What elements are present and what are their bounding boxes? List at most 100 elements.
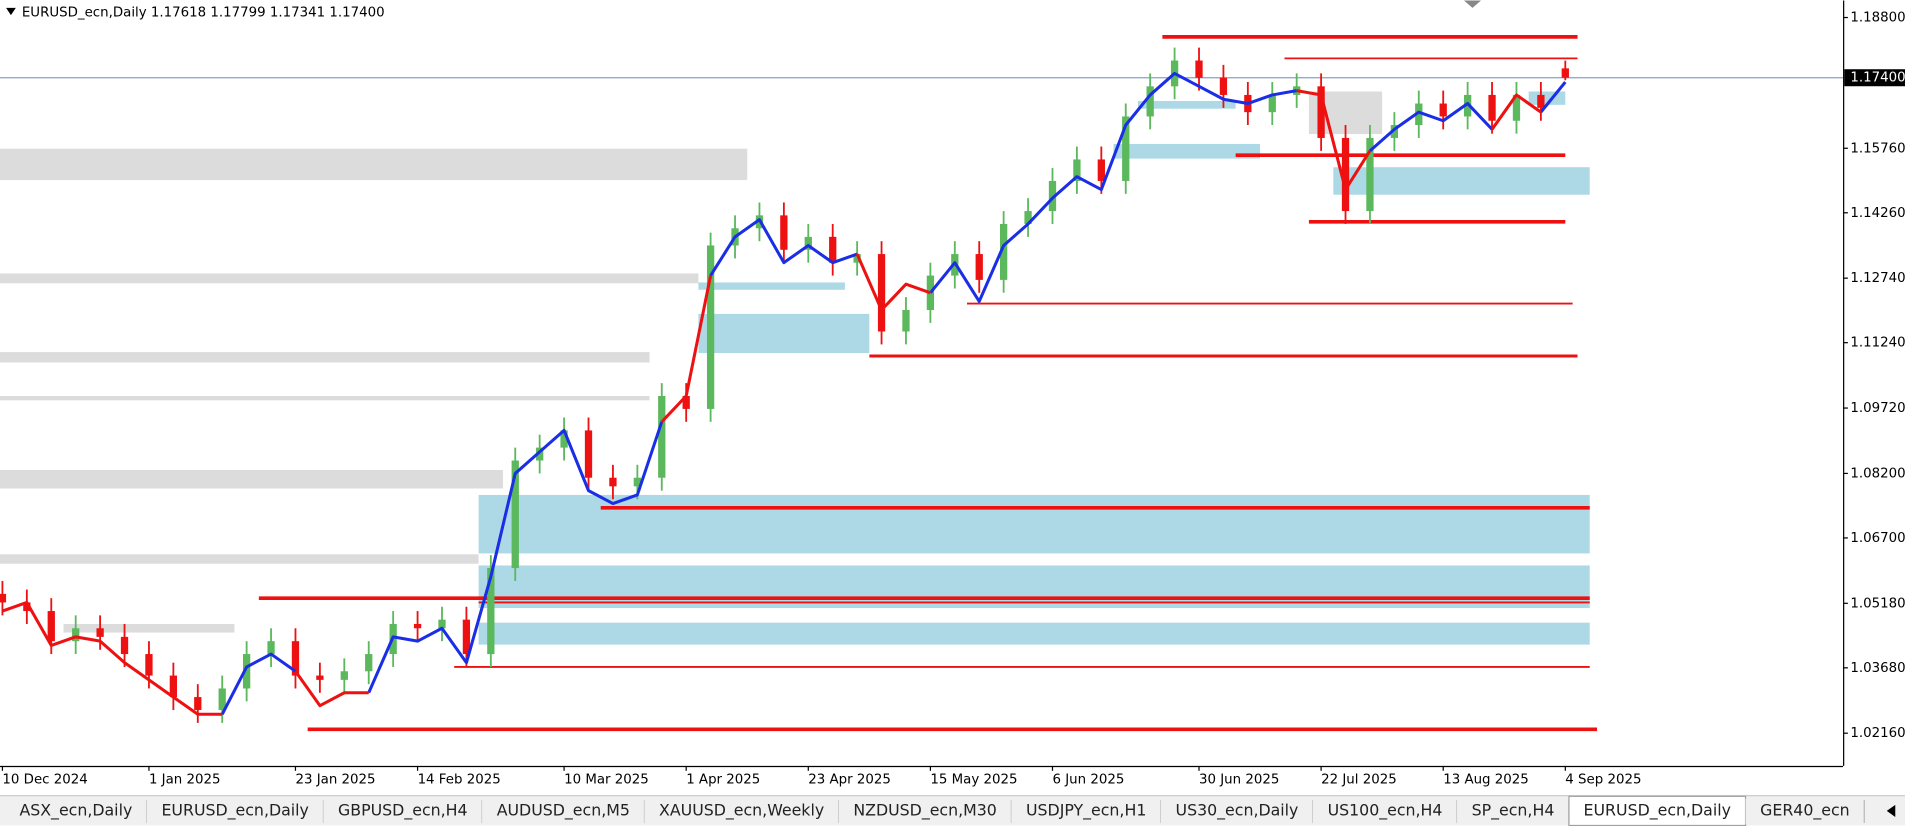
candle-body (658, 396, 666, 478)
y-tick-label: 1.03680 (1850, 661, 1905, 676)
candle-body (902, 309, 910, 332)
trail-down (294, 670, 369, 708)
tab[interactable]: EURUSD_ecn,Daily (146, 798, 325, 825)
shift-marker[interactable] (1463, 0, 1481, 8)
x-tick-label: 22 Jul 2025 (1321, 772, 1397, 787)
candle-body (804, 236, 812, 250)
tabs: ASX_ecn,Daily EURUSD_ecn,Daily GBPUSD_ecn,… (4, 795, 1865, 826)
candle-body (413, 623, 422, 629)
candle-body (975, 254, 983, 280)
current-price-box (1844, 69, 1905, 87)
y-tick-label: 1.11240 (1850, 336, 1905, 351)
tab-background (1568, 795, 1747, 826)
tab-label[interactable]: GBPUSD_ecn,H4 (338, 800, 468, 820)
candle-body (1122, 116, 1130, 181)
tab-label[interactable]: US100_ecn,H4 (1328, 800, 1443, 820)
tab-background (1160, 798, 1313, 825)
candle-body (1561, 68, 1569, 78)
candle-body (1439, 103, 1447, 117)
y-tick-label: 1.15760 (1850, 141, 1905, 156)
x-tick-label: 23 Jan 2025 (295, 772, 375, 787)
candle-body (609, 477, 617, 487)
candle-body (1195, 60, 1203, 78)
candle-body (462, 619, 471, 655)
tab[interactable]: SP_ecn,H4 (1457, 798, 1570, 825)
zone (698, 313, 870, 353)
x-tick-label: 6 Jun 2025 (1052, 772, 1124, 787)
zone (478, 494, 1590, 554)
candle-body (1390, 125, 1399, 138)
candle-body (511, 460, 519, 569)
candle-body (1000, 223, 1008, 280)
tab-label[interactable]: ASX_ecn,Daily (19, 800, 132, 820)
y-tick-label: 1.09720 (1850, 401, 1905, 416)
zones (0, 91, 1590, 645)
tab[interactable]: NZDUSD_ecn,M30 (838, 798, 1013, 825)
tab-background (323, 798, 483, 825)
candle-body (877, 254, 886, 332)
candle-body (1073, 159, 1081, 181)
tab[interactable]: XAUUSD_ecn,Weekly (644, 798, 840, 825)
x-tick-label: 30 Jun 2025 (1199, 772, 1279, 787)
trail-up (709, 218, 858, 277)
trail-up (1368, 102, 1494, 152)
candle-body (1317, 86, 1325, 138)
tab-label[interactable]: SP_ecn,H4 (1472, 800, 1555, 820)
trail-down (855, 253, 931, 312)
tab[interactable]: GBPUSD_ecn,H4 (323, 798, 483, 825)
candle-body (47, 611, 55, 642)
candle-body (487, 568, 495, 655)
tab-label[interactable]: EURUSD_ecn,Daily (161, 800, 308, 820)
x-tick-label: 14 Feb 2025 (418, 772, 501, 787)
candle-body (1048, 180, 1057, 212)
zone (698, 282, 845, 290)
tab[interactable]: AUDUSD_ecn,M5 (482, 798, 646, 825)
y-tick-label: 1.12740 (1850, 271, 1905, 286)
candle-body (23, 602, 31, 612)
tab[interactable]: EURUSD_ecn,Daily (1568, 795, 1747, 826)
tab-label[interactable]: GER40_ecn (1760, 800, 1850, 820)
tab-scroll-left[interactable] (1886, 804, 1896, 817)
tab-background (482, 798, 645, 825)
trail-up (367, 421, 664, 694)
tab-label[interactable]: EURUSD_ecn,Daily (1584, 800, 1731, 820)
y-tick-label: 1.08200 (1850, 466, 1905, 481)
tab-background (1312, 798, 1458, 825)
tab-background (1457, 798, 1569, 825)
menu-arrow[interactable] (6, 7, 16, 16)
trail-down (660, 275, 713, 423)
candle-body (291, 641, 300, 676)
y-tick-label: 1.18800 (1850, 11, 1905, 26)
tab[interactable]: USDJPY_ecn,H1 (1011, 798, 1162, 825)
x-tick-label: 23 Apr 2025 (808, 772, 891, 787)
x-tick-label: 15 May 2025 (930, 772, 1017, 787)
x-tick-label: 4 Sep 2025 (1565, 772, 1641, 787)
zone (0, 396, 650, 401)
candle-body (1366, 137, 1374, 212)
candle-body (536, 447, 544, 461)
candle-body (682, 396, 690, 409)
zone (1137, 100, 1236, 109)
x-tick-label: 1 Apr 2025 (686, 772, 760, 787)
candle-body (1537, 94, 1545, 108)
tab[interactable]: ASX_ecn,Daily (4, 798, 148, 825)
tab[interactable]: GER40_ecn (1745, 798, 1865, 825)
tab-label[interactable]: US30_ecn,Daily (1176, 800, 1299, 820)
tab[interactable]: US100_ecn,H4 (1312, 798, 1458, 825)
candle-body (1341, 137, 1350, 212)
candle-body (1512, 94, 1521, 121)
candle-body (145, 654, 153, 676)
tab[interactable]: US30_ecn,Daily (1160, 798, 1314, 825)
zone (0, 469, 504, 489)
candle-body (72, 628, 80, 642)
tab-label[interactable]: USDJPY_ecn,H1 (1026, 800, 1146, 820)
tab-background (146, 798, 324, 825)
trail-up (1539, 81, 1567, 114)
tab-label[interactable]: XAUUSD_ecn,Weekly (659, 800, 824, 820)
tab-label[interactable]: AUDUSD_ecn,M5 (497, 800, 630, 820)
y-tick-label: 1.05180 (1850, 596, 1905, 611)
candle-body (169, 675, 178, 698)
tab-label[interactable]: NZDUSD_ecn,M30 (853, 800, 996, 820)
zone (478, 565, 1590, 609)
